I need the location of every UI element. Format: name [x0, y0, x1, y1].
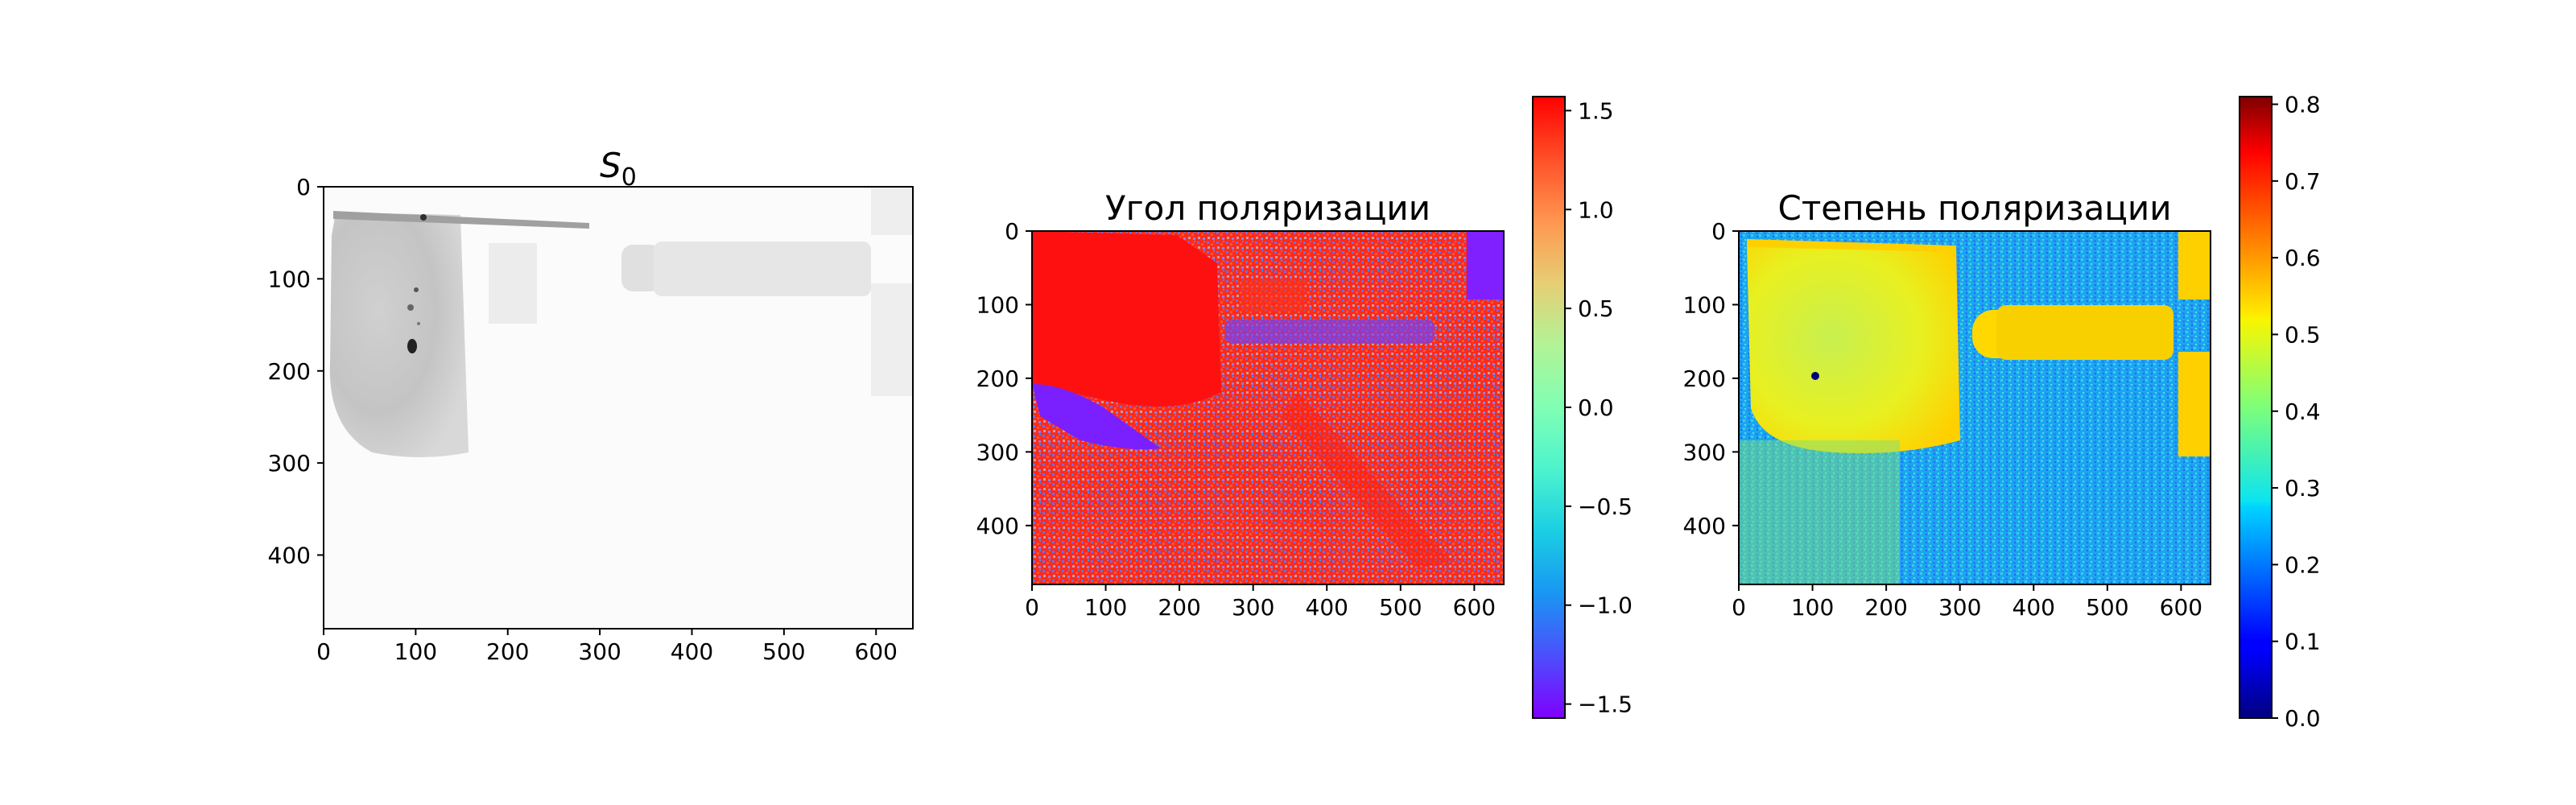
- angle-ytick-label: 300: [976, 439, 1019, 465]
- angle-colorbar-tick-label: 0.0: [1578, 394, 1614, 421]
- s0-title-base: S: [600, 146, 621, 185]
- degree-xtick-label: 100: [1791, 594, 1834, 621]
- degree-colorbar-tick-label: 0.1: [2285, 629, 2321, 655]
- degree-ytick-label: 400: [1683, 513, 1726, 539]
- angle-xtick-label: 600: [1453, 594, 1496, 621]
- degree-ytick-label: 0: [1711, 218, 1726, 245]
- degree-colorbar: 0.8 0.7 0.6 0.5 0.4 0.3 0.2 0.1 0.0: [2239, 92, 2321, 732]
- angle-xtick-label: 0: [1025, 594, 1039, 621]
- angle-xtick-label: 500: [1379, 594, 1422, 621]
- angle-colorbar-ticks: 1.5 1.0 0.5 0.0 −0.5 −1.0 −1.5: [1565, 97, 1633, 718]
- s0-xtick-label: 500: [762, 638, 805, 665]
- degree-colorbar-tick-label: 0.2: [2285, 551, 2321, 578]
- angle-colorbar-tick-label: 1.0: [1578, 196, 1614, 223]
- s0-xtick-label: 0: [316, 638, 331, 665]
- s0-ytick-label: 0: [296, 174, 311, 200]
- degree-colorbar-tick-label: 0.7: [2285, 168, 2321, 195]
- s0-ytick-label: 200: [268, 358, 311, 385]
- angle-colorbar-tick-label: −1.5: [1578, 691, 1633, 718]
- degree-colorbar-tick-label: 0.5: [2285, 321, 2321, 348]
- degree-ytick-label: 100: [1683, 291, 1726, 318]
- panel-angle: 0 100 200 300 400 500 600 0 100 200 300 400 Угол по…: [976, 188, 1505, 621]
- s0-ytick-label: 300: [268, 450, 311, 477]
- degree-image: [1739, 231, 2211, 584]
- angle-ytick-label: 100: [976, 291, 1019, 318]
- s0-ytick-label: 100: [268, 266, 311, 292]
- s0-xtick-label: 300: [578, 638, 621, 665]
- angle-xtick-label: 300: [1232, 594, 1274, 621]
- degree-colorbar-tick-label: 0.0: [2285, 705, 2321, 732]
- degree-xtick-label: 300: [1938, 594, 1981, 621]
- s0-ytick-label: 400: [268, 543, 311, 569]
- angle-image: [1032, 231, 1504, 584]
- degree-xtick-label: 0: [1732, 594, 1746, 621]
- angle-xtick-label: 100: [1084, 594, 1127, 621]
- degree-xtick-label: 200: [1864, 594, 1907, 621]
- angle-colorbar-gradient: [1533, 97, 1565, 718]
- angle-title: Угол поляризации: [1105, 188, 1430, 228]
- panel-degree: 0 100 200 300 400 500 600 0 100 200 300 400 Степень…: [1683, 188, 2211, 621]
- angle-colorbar-tick-label: −0.5: [1578, 493, 1633, 520]
- s0-xtick-label: 600: [855, 638, 898, 665]
- angle-xtick-label: 200: [1158, 594, 1200, 621]
- degree-colorbar-tick-label: 0.4: [2285, 398, 2321, 425]
- s0-xtick-label: 200: [486, 638, 529, 665]
- degree-colorbar-gradient: [2240, 97, 2272, 718]
- s0-frame: [323, 186, 914, 630]
- angle-colorbar-tick-label: 1.5: [1578, 97, 1614, 124]
- angle-colorbar-tick-label: 0.5: [1578, 295, 1614, 322]
- degree-colorbar-tick-label: 0.8: [2285, 92, 2321, 118]
- s0-title-sub: 0: [621, 163, 637, 192]
- angle-colorbar: 1.5 1.0 0.5 0.0 −0.5 −1.0 −1.5: [1532, 96, 1633, 719]
- s0-title: S0: [600, 146, 637, 192]
- degree-ytick-label: 200: [1683, 365, 1726, 392]
- degree-colorbar-tick-label: 0.6: [2285, 245, 2321, 271]
- degree-xtick-label: 400: [2013, 594, 2055, 621]
- angle-ticks: 0 100 200 300 400 500 600 0 100 200 300 400: [976, 218, 1496, 621]
- angle-ytick-label: 0: [1005, 218, 1019, 245]
- degree-colorbar-tick-label: 0.3: [2285, 475, 2321, 502]
- angle-ytick-label: 200: [976, 365, 1019, 392]
- s0-ticks: 0 100 200 300 400 500 600 0 100 200 300 400: [268, 174, 898, 665]
- angle-frame: [1031, 230, 1505, 585]
- degree-xtick-label: 600: [2160, 594, 2202, 621]
- degree-ytick-label: 300: [1683, 439, 1726, 465]
- degree-xtick-label: 500: [2086, 594, 2128, 621]
- s0-image: [324, 187, 913, 629]
- degree-title: Степень поляризации: [1778, 188, 2172, 228]
- s0-xtick-label: 100: [394, 638, 437, 665]
- angle-colorbar-tick-label: −1.0: [1578, 592, 1633, 619]
- degree-colorbar-ticks: 0.8 0.7 0.6 0.5 0.4 0.3 0.2 0.1 0.0: [2272, 92, 2321, 732]
- degree-ticks: 0 100 200 300 400 500 600 0 100 200 300 400: [1683, 218, 2203, 621]
- angle-ytick-label: 400: [976, 513, 1019, 539]
- s0-xtick-label: 400: [671, 638, 713, 665]
- degree-frame: [1738, 230, 2211, 585]
- angle-xtick-label: 400: [1306, 594, 1348, 621]
